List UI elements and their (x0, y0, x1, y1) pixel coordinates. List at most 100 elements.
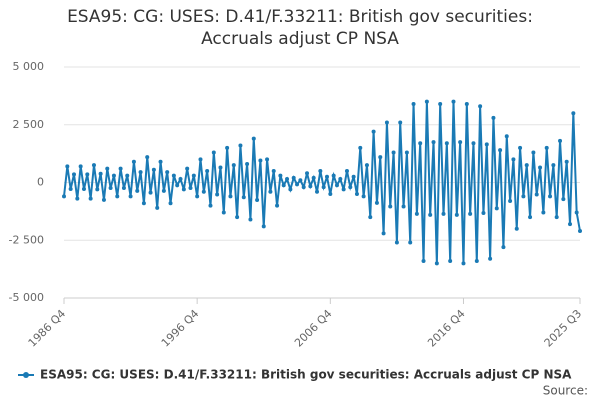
point (295, 182, 300, 187)
point (434, 261, 439, 266)
point (561, 197, 566, 202)
point (138, 170, 143, 175)
point (411, 101, 416, 106)
point (334, 183, 339, 188)
source: Source: (543, 384, 588, 398)
point (95, 187, 100, 192)
point (451, 99, 456, 104)
point (131, 159, 136, 164)
point (75, 196, 80, 201)
point (444, 141, 449, 146)
point (65, 164, 70, 169)
point (195, 194, 200, 199)
point (574, 210, 579, 215)
point (141, 201, 146, 206)
point (145, 155, 150, 160)
point (568, 222, 573, 227)
point (288, 187, 293, 192)
point (398, 120, 403, 125)
point (578, 229, 582, 234)
point (551, 163, 556, 168)
point (211, 150, 216, 155)
point (471, 141, 476, 146)
point (231, 163, 236, 168)
point (558, 138, 563, 143)
point (554, 215, 559, 220)
point (191, 173, 196, 178)
point (225, 145, 230, 150)
point (165, 170, 170, 175)
point (155, 205, 160, 210)
point (441, 211, 446, 216)
point (488, 256, 493, 261)
point (255, 198, 260, 203)
point (344, 168, 349, 173)
point (571, 111, 576, 116)
point (341, 187, 346, 192)
point (125, 173, 130, 178)
point (418, 141, 423, 146)
point (308, 184, 313, 189)
point (321, 185, 326, 190)
point (384, 120, 389, 125)
point (368, 215, 373, 220)
point (494, 206, 499, 211)
point (461, 261, 466, 266)
point (531, 150, 536, 155)
point (158, 159, 163, 164)
point (408, 240, 413, 245)
point (481, 210, 486, 215)
point (305, 171, 310, 176)
point (128, 194, 133, 199)
x-tick-label: 2006 Q4 (292, 307, 335, 350)
point (62, 194, 66, 199)
point (105, 166, 110, 171)
point (268, 189, 273, 194)
legend-marker (23, 372, 29, 378)
point (528, 215, 533, 220)
point (261, 224, 266, 229)
point (484, 142, 489, 147)
point (504, 134, 509, 139)
point (101, 197, 106, 202)
point (318, 168, 323, 173)
point (188, 186, 193, 191)
point (275, 203, 280, 208)
y-tick-label: -5 000 (9, 291, 44, 304)
point (228, 194, 233, 199)
point (178, 177, 183, 182)
point (364, 163, 369, 168)
point (198, 157, 203, 162)
point (438, 101, 443, 106)
point (374, 200, 379, 205)
point (544, 145, 549, 150)
point (135, 188, 140, 193)
point (171, 173, 176, 178)
point (468, 211, 473, 216)
point (81, 186, 86, 191)
point (534, 192, 539, 197)
point (285, 177, 290, 182)
point (201, 189, 206, 194)
point (454, 212, 459, 217)
point (521, 194, 526, 199)
y-tick-label: 5 000 (13, 60, 45, 73)
point (514, 226, 519, 231)
chart-title: ESA95: CG: USES: D.41/F.33211: British g… (67, 7, 533, 49)
point (278, 173, 283, 178)
point (564, 159, 569, 164)
point (108, 186, 113, 191)
point (85, 172, 90, 177)
point (248, 217, 253, 222)
point (431, 140, 436, 145)
point (354, 192, 359, 197)
point (258, 158, 263, 163)
point (311, 175, 316, 180)
point (404, 150, 409, 155)
point (205, 168, 210, 173)
point (88, 196, 93, 201)
x-tick-label: 2016 Q4 (425, 307, 468, 350)
point (281, 183, 286, 188)
x-tick-label: 1996 Q4 (159, 307, 202, 350)
